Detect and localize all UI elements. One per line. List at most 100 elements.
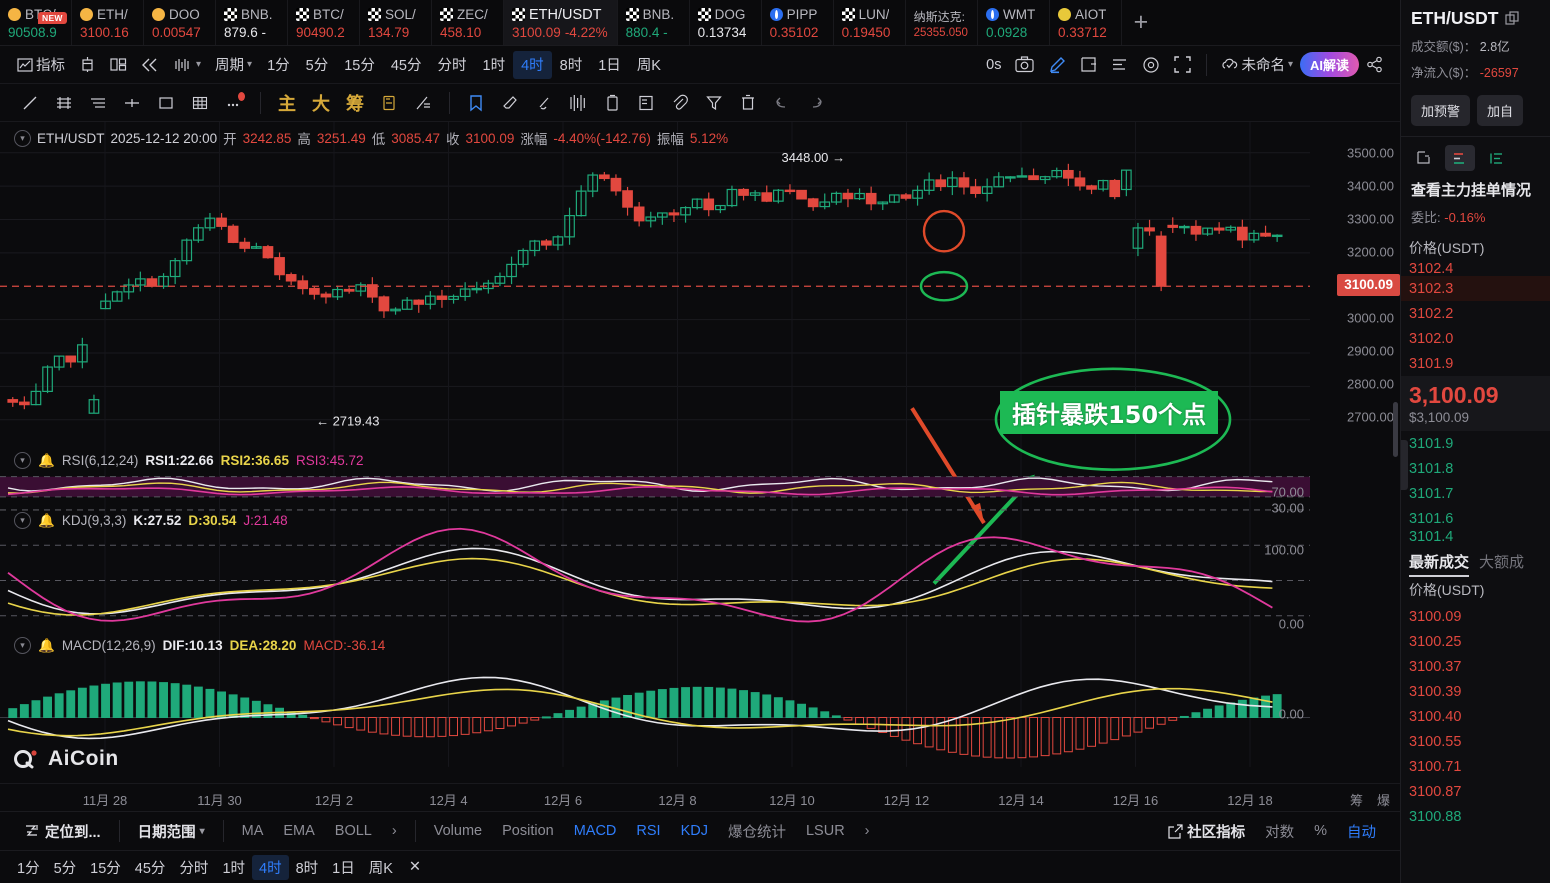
- symbol-tab-btc[interactable]: BTC/90490.2: [288, 0, 360, 45]
- symbol-tab-wmt[interactable]: WMT 0.0928: [978, 0, 1050, 45]
- orderbook-row[interactable]: 3101.9: [1401, 351, 1550, 376]
- overlay-boll[interactable]: BOLL: [334, 823, 372, 839]
- orderbook-row[interactable]: 3102.3: [1401, 276, 1550, 301]
- timeframe-周K[interactable]: 周K: [636, 58, 661, 74]
- redo-button[interactable]: [800, 88, 832, 118]
- orderbook-row[interactable]: 3101.6: [1401, 506, 1550, 531]
- overlay-ma[interactable]: MA: [241, 823, 264, 839]
- sidebar-collapse-handle[interactable]: [1401, 440, 1408, 490]
- orderbook-row[interactable]: 3101.4: [1401, 531, 1550, 543]
- bottom-timeframe-45分[interactable]: 45分: [134, 860, 166, 877]
- settings-button[interactable]: [1135, 51, 1167, 79]
- subindicator-macd[interactable]: MACD: [573, 823, 617, 839]
- timeframe-分时[interactable]: 分时: [437, 58, 467, 74]
- bottom-timeframe-5分[interactable]: 5分: [53, 860, 77, 877]
- auto-scale-button[interactable]: 自动: [1337, 818, 1386, 845]
- collapse-kdj-icon[interactable]: ▾: [14, 512, 31, 529]
- collapse-macd-icon[interactable]: ▾: [14, 637, 31, 654]
- compare-layout-button[interactable]: [103, 51, 134, 79]
- timeframe-4时[interactable]: 4时: [513, 50, 552, 79]
- orderbook-row[interactable]: 3101.9: [1401, 431, 1550, 456]
- percent-scale-button[interactable]: %: [1304, 818, 1337, 845]
- rewind-button[interactable]: [134, 51, 166, 79]
- orderbook-row[interactable]: 3102.4: [1401, 262, 1550, 276]
- bottom-timeframe-1日[interactable]: 1日: [332, 860, 355, 877]
- overlay-more-button[interactable]: ›: [391, 823, 397, 839]
- delete-tool[interactable]: [732, 88, 764, 118]
- symbol-tab-eth[interactable]: ETH/3100.16: [72, 0, 144, 45]
- share-button[interactable]: [1359, 51, 1390, 79]
- orderbook-row[interactable]: 3101.7: [1401, 481, 1550, 506]
- bottom-timeframe-1分[interactable]: 1分: [17, 860, 40, 877]
- symbol-tab-sol[interactable]: SOL/134.79: [360, 0, 432, 45]
- bottom-timeframe-15分[interactable]: 15分: [90, 860, 121, 877]
- measure-tool[interactable]: [373, 88, 405, 118]
- symbol-tab-bnb[interactable]: BNB. 880.4 -: [618, 0, 690, 45]
- chart-vertical-scrollbar[interactable]: [1393, 402, 1398, 457]
- orderbook-asks[interactable]: 3102.4 3102.3 3102.2 3102.0 3101.9: [1401, 262, 1550, 376]
- clip-tool[interactable]: [664, 88, 696, 118]
- subindicator-rsi[interactable]: RSI: [636, 823, 661, 839]
- main-force-tool[interactable]: 主: [271, 88, 303, 118]
- timeframe-15分[interactable]: 15分: [344, 58, 375, 74]
- rectangle-tool[interactable]: [150, 88, 182, 118]
- symbol-tab-bnb[interactable]: BNB. 879.6 -: [216, 0, 288, 45]
- liquidation-axis-label[interactable]: 爆: [1376, 793, 1390, 808]
- time-axis[interactable]: 筹 爆 11月 28 11月 30 12月 2 12月 4 12月 6 12月 8 12月 …: [0, 783, 1400, 811]
- log-scale-button[interactable]: 对数: [1255, 818, 1304, 845]
- timeframe-1日[interactable]: 1日: [598, 58, 621, 74]
- subindicator-lsur[interactable]: LSUR: [805, 823, 845, 839]
- big-order-tool[interactable]: 大: [305, 88, 337, 118]
- chart-area[interactable]: ▾ ETH/USDT 2025-12-12 20:00 开 3242.85 高 …: [0, 122, 1400, 783]
- longshort-tool[interactable]: [407, 88, 439, 118]
- trendline-tool[interactable]: [14, 88, 46, 118]
- bookmark-tool[interactable]: [460, 88, 492, 118]
- bottom-timeframe-周K[interactable]: 周K: [368, 860, 393, 877]
- orderbook-row[interactable]: 3102.2: [1401, 301, 1550, 326]
- compare-tool[interactable]: [562, 88, 594, 118]
- symbol-tab-zec[interactable]: ZEC/458.10: [432, 0, 504, 45]
- orderbook-row[interactable]: 3101.8: [1401, 456, 1550, 481]
- add-favorite-button[interactable]: 加自: [1477, 95, 1524, 126]
- date-range-button[interactable]: 日期范围 ▾: [128, 818, 215, 845]
- subindicator-爆仓统计[interactable]: 爆仓统计: [727, 824, 786, 841]
- locate-button[interactable]: 定位到...: [14, 818, 111, 845]
- chips-tool[interactable]: 筹: [339, 88, 371, 118]
- list-view-button[interactable]: [1104, 51, 1135, 79]
- add-tab-button[interactable]: +: [1133, 8, 1149, 36]
- orderbook-row[interactable]: 3102.0: [1401, 326, 1550, 351]
- ai-analysis-button[interactable]: AI解读: [1299, 52, 1359, 77]
- eraser-tool[interactable]: [494, 88, 526, 118]
- filter-tool[interactable]: [698, 88, 730, 118]
- timeframe-8时[interactable]: 8时: [559, 58, 583, 74]
- orderbook-bids[interactable]: 3101.9 3101.8 3101.7 3101.6 3101.4: [1401, 431, 1550, 544]
- bottom-timeframe-分时[interactable]: 分时: [179, 860, 209, 877]
- sub-more-button[interactable]: ›: [864, 823, 870, 839]
- layout-preset-button[interactable]: 未命名 ▾: [1215, 51, 1300, 79]
- crosshair-tool[interactable]: [116, 88, 148, 118]
- candle-type-button[interactable]: [72, 51, 103, 79]
- community-indicator-button[interactable]: 社区指标: [1158, 818, 1255, 845]
- timeframe-1分[interactable]: 1分: [267, 58, 290, 74]
- symbol-tab-[interactable]: 纳斯达克: 25355.050: [906, 0, 978, 45]
- collapse-rsi-icon[interactable]: ▾: [14, 452, 31, 469]
- view-main-orders-link[interactable]: 查看主力挂单情况: [1411, 182, 1532, 199]
- collapse-main-panel-icon[interactable]: ▾: [14, 129, 31, 147]
- grid-tool[interactable]: [184, 88, 216, 118]
- symbol-tab-dog[interactable]: DOG 0.13734: [690, 0, 762, 45]
- period-button[interactable]: 周期 ▾: [208, 51, 259, 79]
- popout-icon[interactable]: [1504, 11, 1520, 26]
- trades-list[interactable]: 3100.09 3100.25 3100.37 3100.39 3100.40 3100.…: [1401, 604, 1550, 829]
- orderbook-layout-icon[interactable]: [1409, 145, 1439, 171]
- timeframe-45分[interactable]: 45分: [390, 58, 422, 74]
- volatility-button[interactable]: ▾: [166, 51, 208, 79]
- bottom-timeframe-8时[interactable]: 8时: [295, 860, 319, 877]
- subindicator-kdj[interactable]: KDJ: [680, 823, 708, 839]
- symbol-tab-doo[interactable]: DOO 0.00547: [144, 0, 216, 45]
- copy-tool[interactable]: [596, 88, 628, 118]
- add-panel-button[interactable]: [1073, 51, 1104, 79]
- subindicator-volume[interactable]: Volume: [433, 823, 483, 839]
- chips-axis-label[interactable]: 筹: [1349, 793, 1363, 808]
- bottom-timeframe-1时[interactable]: 1时: [222, 860, 246, 877]
